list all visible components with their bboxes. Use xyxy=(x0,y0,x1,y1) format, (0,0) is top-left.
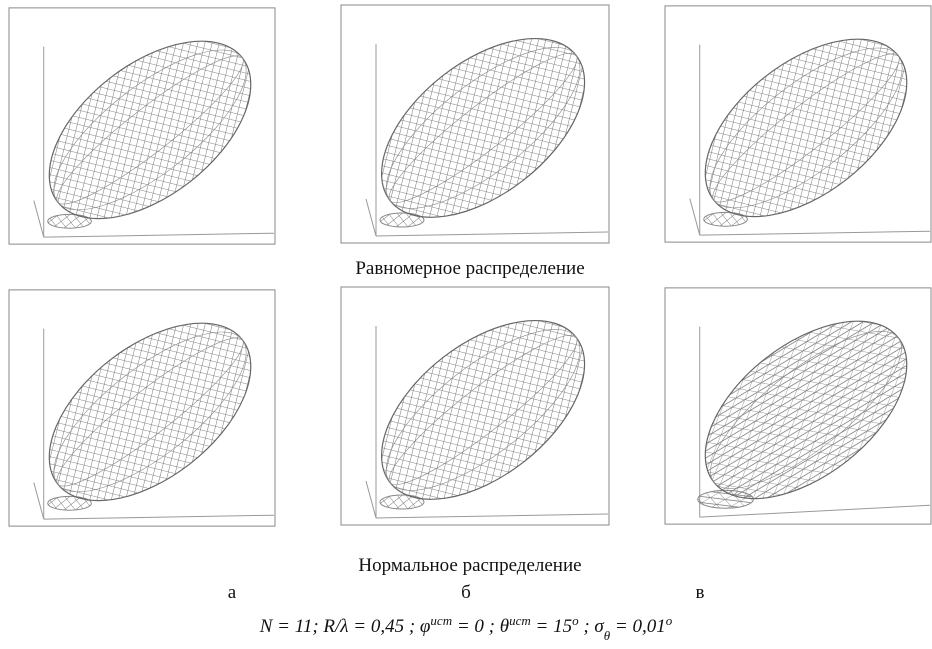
pattern-plot xyxy=(8,6,276,246)
pattern-plot xyxy=(340,4,610,244)
formula-index: θ xyxy=(604,628,611,643)
pattern-plot xyxy=(340,286,610,526)
formula-index: ист xyxy=(430,613,452,628)
formula-index: o xyxy=(666,613,673,628)
panel-label: б xyxy=(461,582,471,603)
formula-part: N = 11; R/λ = 0,45 ; φ xyxy=(259,616,431,637)
panel-label: в xyxy=(696,582,705,603)
formula-part: = 0 ; θ xyxy=(452,616,509,637)
formula-part: ; σ xyxy=(579,616,605,637)
formula-index: o xyxy=(572,613,579,628)
panel-label: а xyxy=(228,582,237,603)
caption: Нормальное распределение xyxy=(358,555,581,576)
formula-part: = 15 xyxy=(531,616,572,637)
pattern-plot xyxy=(8,288,276,528)
pattern-plot xyxy=(664,4,932,244)
pattern-plot xyxy=(664,286,932,526)
formula-part: = 0,01 xyxy=(610,616,666,637)
caption: Равномерное распределение xyxy=(355,258,584,279)
formula-index: ист xyxy=(509,613,531,628)
formula: N = 11; R/λ = 0,45 ; φист = 0 ; θист = 1… xyxy=(259,613,673,643)
